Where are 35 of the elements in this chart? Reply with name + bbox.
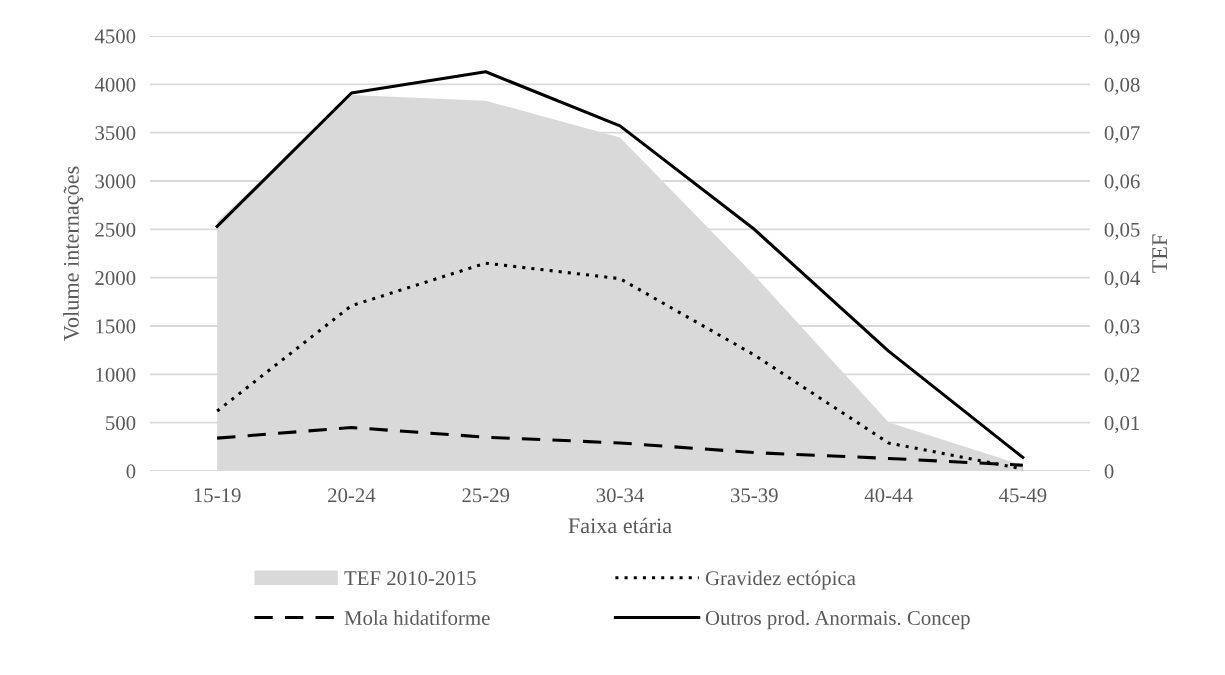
legend-label: Gravidez ectópica [705, 570, 856, 590]
y2-tick-label: 0,01 [1104, 416, 1140, 434]
y2-tick-label: 0,09 [1104, 29, 1140, 47]
x-tick-label: 45-49 [998, 488, 1047, 503]
x-tick-label: 25-29 [462, 488, 510, 503]
y-tick-label: 3000 [95, 174, 136, 189]
line-series [215, 261, 1025, 471]
y-tick-label: 3500 [95, 126, 136, 141]
y2-tick-label: 0,04 [1104, 271, 1141, 289]
x-tick-label: 30-34 [596, 488, 644, 503]
x-axis-title: Faixa etária [568, 517, 672, 534]
legend-label: Outros prod. Anormais. Concep [705, 610, 970, 630]
y-tick-label: 1500 [96, 319, 136, 334]
y2-tick-label: 0,07 [1104, 126, 1140, 144]
x-tick-label: 40-44 [864, 488, 913, 503]
y2-tick-label: 0,02 [1104, 367, 1140, 385]
y-axis-title: Volume internações [63, 166, 84, 341]
y2-tick-label: 0 [1104, 464, 1114, 479]
x-tick-label: 35-39 [730, 488, 778, 503]
y-tick-label: 1000 [96, 367, 136, 382]
legend-label: TEF 2010-2015 [344, 571, 476, 586]
y2-tick-label: 0,03 [1104, 319, 1140, 337]
y2-tick-label: 0,06 [1104, 174, 1140, 192]
y2-tick-label: 0,08 [1104, 77, 1140, 95]
y-tick-label: 4000 [94, 77, 136, 92]
y-tick-label: 0 [126, 464, 136, 479]
legend-label: Mola hidatiforme [344, 610, 490, 626]
x-tick-label: 20-24 [328, 488, 376, 503]
x-tick-label: 15-19 [194, 488, 241, 503]
y-tick-label: 500 [106, 416, 136, 431]
y2-axis-title: TEF [1152, 234, 1167, 273]
y-tick-label: 4500 [94, 29, 136, 44]
y-tick-label: 2000 [95, 271, 136, 286]
y-tick-label: 2500 [95, 222, 136, 237]
y2-tick-label: 0,05 [1104, 222, 1140, 240]
